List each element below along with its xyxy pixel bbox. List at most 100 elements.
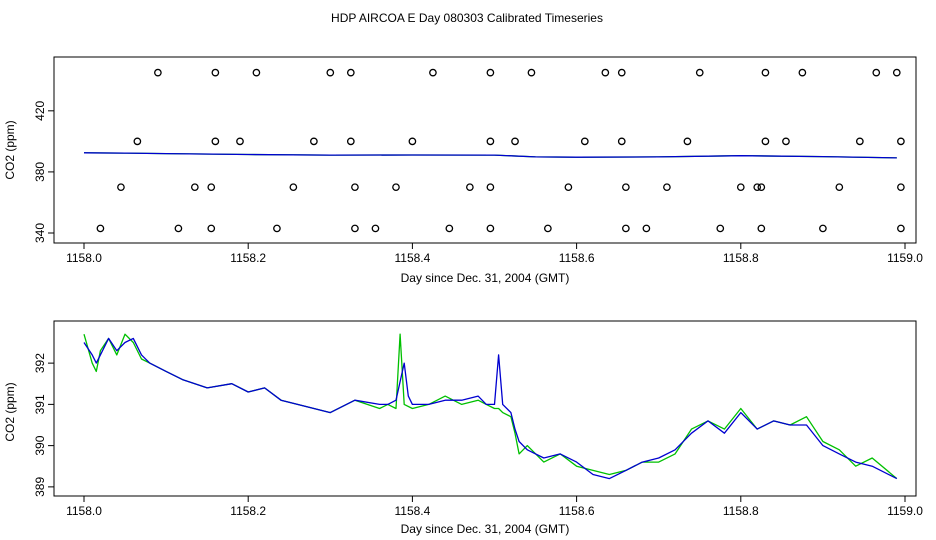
data-point-marker [753, 183, 762, 192]
data-point-marker [716, 224, 725, 233]
data-point-marker [897, 224, 905, 233]
data-point-marker [642, 224, 651, 233]
data-point-marker [544, 224, 552, 233]
y-tick-label: 340 [33, 223, 47, 243]
data-point-marker [527, 68, 536, 77]
plot-frame [53, 320, 917, 497]
y-tick-label: 380 [33, 162, 47, 182]
data-point-marker [757, 224, 766, 233]
data-point-marker [236, 137, 244, 146]
data-point-marker [761, 137, 770, 146]
plot-frame [53, 56, 917, 244]
x-axis-label: Day since Dec. 31, 2004 (GMT) [401, 271, 570, 285]
data-point-marker [872, 68, 881, 77]
x-tick-label: 1158.0 [66, 251, 102, 265]
figure-title: HDP AIRCOA E Day 080303 Calibrated Times… [331, 11, 603, 25]
data-point-marker [897, 137, 905, 146]
data-point-marker [683, 137, 692, 146]
data-point-marker [855, 137, 864, 146]
data-point-marker [351, 183, 359, 192]
data-point-marker [835, 183, 844, 192]
data-point-marker [289, 183, 298, 192]
data-point-marker [346, 137, 355, 146]
data-point-marker [601, 68, 610, 77]
panel-bottom: 1158.0 1158.2 1158.4 1158.6 1158.8 1159.0 389… [3, 320, 923, 536]
series-line-blue [83, 152, 897, 159]
data-point-marker [819, 224, 827, 233]
data-point-marker [580, 137, 589, 146]
y-tick-label: 391 [33, 394, 47, 414]
y-axis-ticks: 340 380 420 [33, 100, 54, 243]
data-point-marker [252, 68, 261, 77]
data-point-marker [663, 183, 671, 192]
data-point-marker [798, 68, 807, 77]
data-point-marker [346, 68, 355, 77]
x-tick-label: 1158.6 [559, 504, 595, 518]
data-point-marker [211, 137, 220, 146]
data-point-marker [486, 137, 495, 146]
data-point-marker [326, 68, 335, 77]
data-point-marker [757, 183, 766, 192]
data-point-marker [408, 137, 417, 146]
data-point-marker [96, 224, 105, 233]
x-axis-label: Day since Dec. 31, 2004 (GMT) [401, 522, 570, 536]
y-tick-label: 420 [33, 100, 47, 120]
data-point-marker [486, 224, 495, 233]
series-group [83, 152, 897, 159]
data-point-marker [466, 183, 474, 192]
data-point-marker [154, 68, 162, 77]
data-point-marker [445, 224, 454, 233]
data-point-marker [351, 224, 359, 233]
data-point-marker [892, 68, 901, 77]
data-point-marker [622, 183, 630, 192]
x-tick-label: 1158.6 [559, 251, 595, 265]
y-axis-ticks: 389 390 391 392 [33, 353, 54, 497]
series-group [83, 333, 898, 480]
data-point-marker [617, 68, 626, 77]
data-point-marker [897, 183, 905, 192]
x-tick-label: 1158.4 [394, 504, 430, 518]
y-tick-label: 390 [33, 435, 47, 455]
x-axis-ticks: 1158.0 1158.2 1158.4 1158.6 1158.8 1159.0 [66, 243, 923, 265]
y-axis-label: CO2 (ppm) [3, 382, 17, 441]
data-point-marker [117, 183, 125, 192]
series-line-blue [83, 337, 898, 480]
data-point-marker [695, 68, 704, 77]
data-point-marker [211, 68, 220, 77]
data-point-marker [207, 224, 216, 233]
y-tick-label: 389 [33, 477, 47, 497]
x-tick-label: 1158.8 [723, 504, 759, 518]
data-point-marker [273, 224, 281, 233]
y-tick-label: 392 [33, 353, 47, 373]
data-point-marker [617, 137, 626, 146]
data-point-marker [371, 224, 380, 233]
data-point-marker [782, 137, 790, 146]
data-point-marker [429, 68, 437, 77]
data-point-marker [310, 137, 318, 146]
data-point-marker [174, 224, 183, 233]
x-tick-label: 1159.0 [887, 251, 923, 265]
data-point-marker [511, 137, 519, 146]
marker-group [96, 68, 905, 233]
x-axis-ticks: 1158.0 1158.2 1158.4 1158.6 1158.8 1159.0 [66, 496, 923, 518]
x-tick-label: 1159.0 [887, 504, 923, 518]
data-point-marker [190, 183, 199, 192]
data-point-marker [564, 183, 573, 192]
panel-top: 1158.0 1158.2 1158.4 1158.6 1158.8 1159.0 340… [3, 56, 923, 285]
x-tick-label: 1158.2 [230, 251, 266, 265]
x-tick-label: 1158.2 [230, 504, 266, 518]
x-tick-label: 1158.4 [394, 251, 430, 265]
data-point-marker [622, 224, 630, 233]
data-point-marker [486, 68, 495, 77]
data-point-marker [133, 137, 142, 146]
x-tick-label: 1158.0 [66, 504, 102, 518]
y-axis-label: CO2 (ppm) [3, 120, 17, 179]
data-point-marker [392, 183, 400, 192]
data-point-marker [736, 183, 745, 192]
data-point-marker [486, 183, 495, 192]
data-point-marker [207, 183, 216, 192]
data-point-marker [761, 68, 770, 77]
series-line-green [83, 333, 898, 480]
x-tick-label: 1158.8 [723, 251, 759, 265]
